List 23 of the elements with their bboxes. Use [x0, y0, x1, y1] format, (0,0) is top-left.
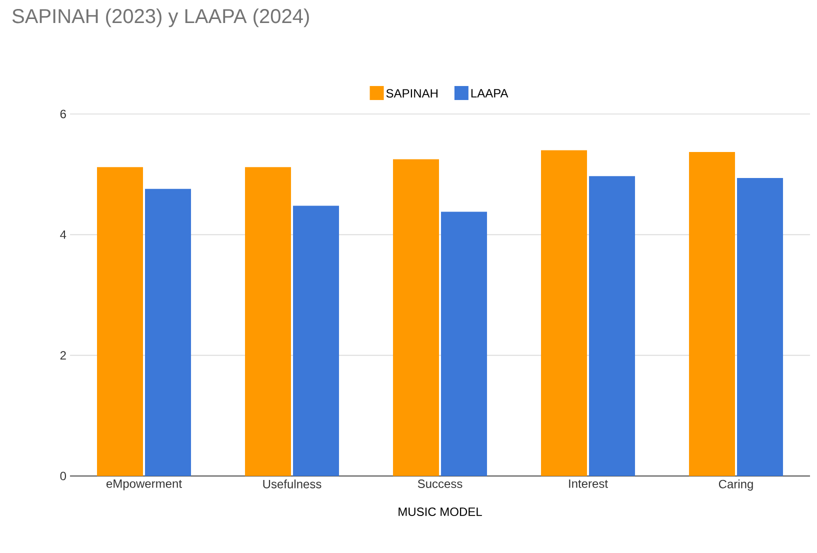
bar: [293, 206, 340, 476]
bar: [589, 176, 636, 476]
bar: [145, 188, 192, 476]
bar: [541, 150, 588, 476]
y-tick-label: 6: [60, 110, 66, 118]
y-tick-label: 0: [60, 472, 66, 480]
bar: [97, 167, 143, 476]
x-tick-label: eMpowerment: [106, 480, 182, 490]
bar: [737, 178, 784, 476]
x-tick-label: Success: [418, 480, 462, 488]
y-tick-label: 2: [60, 351, 66, 360]
legend-label: LAAPA: [471, 89, 508, 98]
bar: [689, 152, 736, 476]
x-tick-label: Usefulness: [263, 480, 322, 488]
y-tick-label: 4: [60, 230, 66, 239]
x-tick-label: Interest: [569, 480, 608, 488]
chart-title: SAPINAH (2023) y LAAPA (2024): [12, 8, 309, 28]
bar: [393, 159, 440, 476]
bar: [245, 167, 292, 476]
bar: [441, 212, 488, 476]
x-tick-label: Caring: [718, 480, 753, 491]
legend-label: SAPINAH: [386, 89, 438, 98]
x-axis-title: MUSIC MODEL: [398, 508, 482, 516]
